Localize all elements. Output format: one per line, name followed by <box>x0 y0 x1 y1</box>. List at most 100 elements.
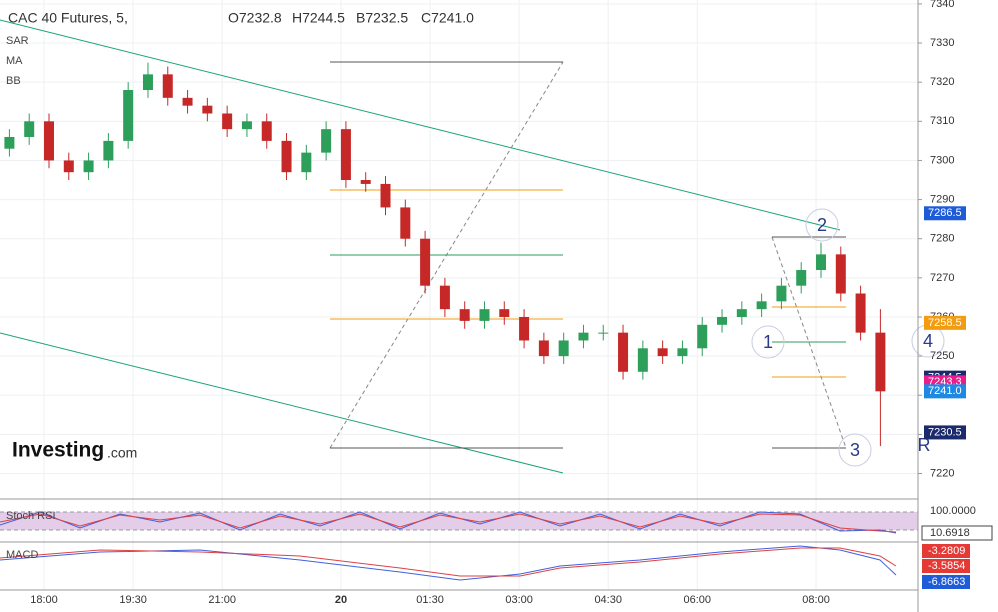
candle-body <box>835 254 846 294</box>
label-bg <box>922 559 970 573</box>
indicator-name[interactable]: MA <box>6 55 23 67</box>
candle-body <box>360 180 371 184</box>
stoch-label: 10.6918 <box>930 527 970 539</box>
label-bg <box>921 525 993 541</box>
wave-circle <box>805 208 839 242</box>
candle-body <box>677 348 688 357</box>
price-label-bg <box>924 384 966 399</box>
y-tick-label: 7330 <box>930 37 954 49</box>
x-tick-label: 19:30 <box>119 594 147 606</box>
y-tick-label: 7320 <box>930 76 954 88</box>
candle-body <box>420 238 431 286</box>
candle-body <box>855 293 866 333</box>
candle-body <box>241 121 252 130</box>
x-tick-label: 18:00 <box>30 594 58 606</box>
y-tick-label: 7300 <box>930 154 954 166</box>
stoch-d-line <box>0 513 897 533</box>
candle-body <box>4 136 15 149</box>
x-tick-label: 20 <box>335 594 347 606</box>
candle-body <box>618 332 629 372</box>
candle-body <box>736 309 747 317</box>
label-bg <box>922 504 992 518</box>
candle-body <box>83 160 94 173</box>
indicator-name[interactable]: BB <box>6 75 21 87</box>
candles-layer <box>4 62 886 447</box>
macd-label: -6.8663 <box>928 576 965 588</box>
stoch-label: 100.0000 <box>930 505 976 517</box>
macd-name[interactable]: MACD <box>6 549 38 561</box>
macd-label: -3.5854 <box>928 560 965 572</box>
candle-body <box>24 121 35 137</box>
wave-label: 4 <box>923 331 933 351</box>
candle-body <box>776 285 787 302</box>
fib-diagonal <box>771 236 847 449</box>
y-tick-label: 7250 <box>930 350 954 362</box>
candle-body <box>43 121 54 161</box>
candle-body <box>637 348 648 372</box>
y-tick-label: 7220 <box>930 467 954 479</box>
candle-body <box>281 140 292 173</box>
wave-label: R <box>918 435 931 455</box>
indicator-name[interactable]: SAR <box>6 35 29 47</box>
label-bg <box>922 544 970 558</box>
wave-circle <box>838 433 872 467</box>
candle-body <box>261 121 272 141</box>
candle-body <box>796 270 807 286</box>
candle-body <box>697 324 708 349</box>
chart-title: CAC 40 Futures, 5, <box>8 10 128 26</box>
macd-line <box>0 545 897 581</box>
candle-body <box>479 309 490 321</box>
macd-label: -3.2809 <box>928 545 965 557</box>
channel-line <box>0 19 841 231</box>
y-tick-label: 7270 <box>930 272 954 284</box>
grid-layer <box>0 0 918 590</box>
candle-body <box>63 160 74 173</box>
x-tick-label: 01:30 <box>416 594 444 606</box>
stoch-name[interactable]: Stoch RSI <box>6 510 56 522</box>
label-bg <box>922 575 970 589</box>
wave-label: 3 <box>850 440 860 460</box>
y-tick-label: 7280 <box>930 233 954 245</box>
candle-body <box>578 332 589 341</box>
candle-body <box>519 316 530 341</box>
price-label-bg <box>924 315 966 330</box>
price-label: 7258.5 <box>928 317 962 329</box>
candle-body <box>499 309 510 317</box>
y-tick-label: 7290 <box>930 193 954 205</box>
price-label-bg <box>924 206 966 221</box>
logo-suffix: .com <box>107 445 137 461</box>
ohlc-low: B7232.5 <box>356 10 408 26</box>
candle-body <box>123 90 134 141</box>
candle-body <box>439 285 450 310</box>
channel-line <box>0 332 564 474</box>
ohlc-open: O7232.8 <box>228 10 282 26</box>
candle-body <box>558 340 569 357</box>
candle-body <box>380 183 391 208</box>
x-tick-label: 08:00 <box>802 594 830 606</box>
ohlc-high: H7244.5 <box>292 10 345 26</box>
x-tick-label: 21:00 <box>208 594 236 606</box>
x-tick-label: 04:30 <box>594 594 622 606</box>
candle-body <box>400 207 411 239</box>
logo: Investing <box>12 439 104 462</box>
ohlc-close: C7241.0 <box>421 10 474 26</box>
y-tick-label: 7340 <box>930 0 954 10</box>
candle-body <box>459 309 470 321</box>
price-label-bg <box>924 425 966 440</box>
candle-body <box>301 152 312 173</box>
candle-body <box>816 254 827 271</box>
wave-label: 1 <box>763 332 773 352</box>
candle-body <box>103 140 114 161</box>
x-tick-label: 06:00 <box>684 594 712 606</box>
x-tick-label: 03:00 <box>505 594 533 606</box>
candle-body <box>598 332 609 334</box>
candle-body <box>222 113 233 130</box>
candle-body <box>717 316 728 325</box>
candle-body <box>538 340 549 357</box>
candle-body <box>321 129 332 153</box>
price-label: 7241.0 <box>928 385 962 397</box>
macd-signal <box>0 547 897 577</box>
